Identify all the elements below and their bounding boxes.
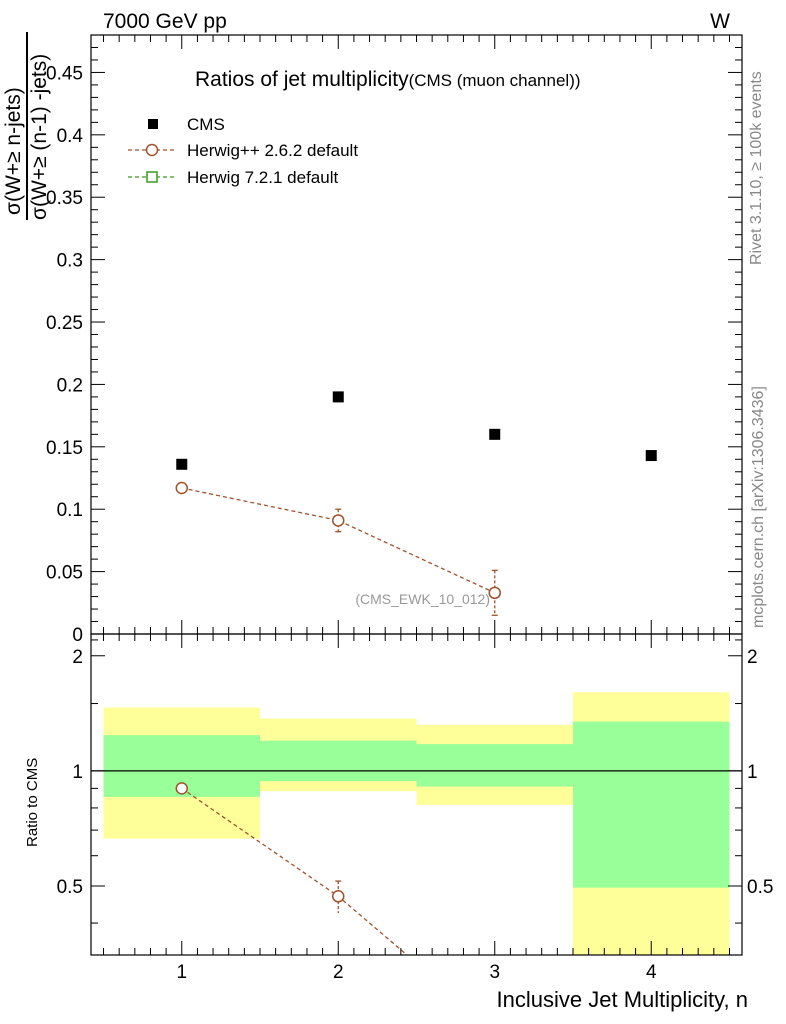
- herwigpp-ratio-point-2: [332, 890, 345, 903]
- chart-title-sub: (CMS (muon channel)): [409, 71, 581, 90]
- rivet-version-label: Rivet 3.1.10, ≥ 100k events: [748, 71, 765, 265]
- herwigpp-ratio-point-1: [175, 782, 189, 795]
- main-ytick-label-6: 0.3: [57, 251, 83, 272]
- legend-label-herwig7: Herwig 7.2.1 default: [187, 168, 338, 187]
- ylabel-denominator: σ(W+≥ (n-1) -jets): [28, 54, 51, 220]
- cms-point-2: [332, 391, 344, 403]
- main-ytick-label-8: 0.4: [57, 126, 84, 147]
- chart-title-main: Ratios of jet multiplicity: [195, 68, 409, 91]
- ylabel-numerator: σ(W+≥ n-jets): [2, 87, 25, 215]
- main-panel-marks: [175, 391, 657, 616]
- herwigpp-point-1: [175, 481, 189, 495]
- ratio-ytick-label-right-1: 1: [747, 762, 758, 783]
- main-ytick-label-1: 0.05: [46, 563, 83, 584]
- chart-title: Ratios of jet multiplicity(CMS (muon cha…: [195, 68, 581, 91]
- mcplots-label: mcplots.cern.ch [arXiv:1306.3436]: [750, 386, 767, 628]
- cms-point-4: [645, 450, 657, 462]
- process-label: W: [710, 10, 730, 33]
- main-ytick-label-4: 0.2: [57, 375, 83, 396]
- ratio-ytick-label-right-2: 2: [747, 647, 758, 668]
- xtick-label-2: 3: [489, 962, 500, 983]
- main-ytick-label-2: 0.1: [57, 500, 83, 521]
- ratio-ylabel: Ratio to CMS: [24, 758, 41, 847]
- legend-label-herwigpp: Herwig++ 2.6.2 default: [187, 141, 358, 160]
- herwigpp-point-2: [332, 514, 345, 527]
- main-ytick-label-7: 0.35: [46, 188, 83, 209]
- ratio-ytick-label-right-0: 0.5: [747, 877, 773, 898]
- legend-marker-herwig7: [146, 171, 158, 183]
- ratio-band-inner-bin-2: [260, 740, 417, 782]
- main-ytick-label-5: 0.25: [46, 313, 83, 334]
- legend-marker-cms: [148, 119, 158, 129]
- xtick-label-3: 4: [646, 962, 657, 983]
- legend-marker-herwigpp: [145, 143, 159, 157]
- ratio-panel-marks: [175, 782, 408, 955]
- main-ytick-label-3: 0.15: [46, 438, 83, 459]
- axes: 0 0.05 0.1 0.15 0.2 0.25 0.3 0.35 0.4 0.45 1 2 3 4 0.5…: [46, 34, 773, 983]
- main-ylabel: σ(W+≥ n-jets) σ(W+≥ (n-1) -jets): [2, 32, 51, 220]
- ratio-ytick-label-left-0: 0.5: [57, 877, 83, 898]
- xtick-label-0: 1: [176, 962, 187, 983]
- collision-energy-label: 7000 GeV pp: [103, 10, 227, 33]
- ratio-band-inner-bin-3: [416, 744, 573, 787]
- analysis-id-label: (CMS_EWK_10_012): [355, 591, 490, 607]
- herwigpp-line: [181, 487, 496, 594]
- ratio-band-inner-bin-4: [572, 721, 730, 888]
- cms-point-3: [489, 428, 501, 440]
- ratio-bands: [91, 692, 742, 955]
- main-ytick-label-0: 0: [72, 625, 83, 646]
- main-ytick-label-9: 0.45: [46, 63, 83, 84]
- herwigpp-point-3: [488, 586, 501, 600]
- legend: CMS Herwig++ 2.6.2 default Herwig 7.2.1 …: [128, 115, 358, 187]
- xtick-label-1: 2: [333, 962, 344, 983]
- cms-point-1: [176, 458, 188, 470]
- xlabel: Inclusive Jet Multiplicity, n: [497, 987, 748, 1012]
- ratio-ytick-label-left-2: 2: [72, 647, 83, 668]
- legend-label-cms: CMS: [187, 115, 225, 134]
- ratio-ytick-label-left-1: 1: [72, 762, 83, 783]
